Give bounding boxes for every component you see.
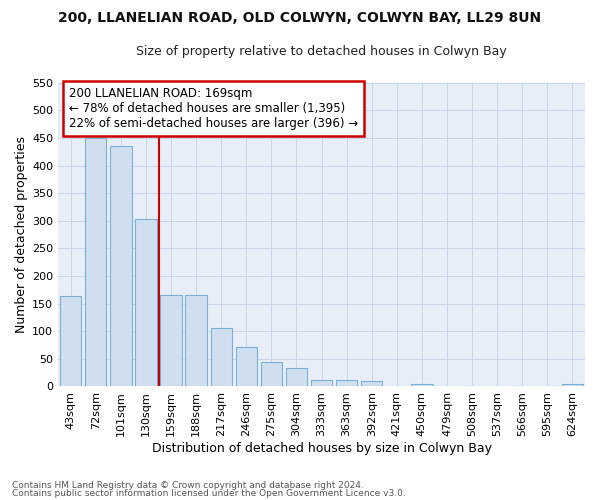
Bar: [261, 362, 282, 386]
Bar: [135, 219, 157, 386]
Bar: [110, 146, 131, 386]
Bar: [336, 380, 358, 386]
Text: Contains HM Land Registry data © Crown copyright and database right 2024.: Contains HM Land Registry data © Crown c…: [12, 481, 364, 490]
Bar: [236, 346, 257, 387]
Bar: [211, 328, 232, 386]
Bar: [411, 384, 433, 386]
Text: 200, LLANELIAN ROAD, OLD COLWYN, COLWYN BAY, LL29 8UN: 200, LLANELIAN ROAD, OLD COLWYN, COLWYN …: [58, 10, 542, 24]
Bar: [185, 296, 207, 386]
Y-axis label: Number of detached properties: Number of detached properties: [15, 136, 28, 333]
Bar: [286, 368, 307, 386]
Bar: [361, 382, 382, 386]
X-axis label: Distribution of detached houses by size in Colwyn Bay: Distribution of detached houses by size …: [152, 442, 491, 455]
Title: Size of property relative to detached houses in Colwyn Bay: Size of property relative to detached ho…: [136, 45, 507, 58]
Bar: [562, 384, 583, 386]
Bar: [85, 138, 106, 386]
Bar: [160, 296, 182, 386]
Bar: [60, 296, 82, 386]
Text: Contains public sector information licensed under the Open Government Licence v3: Contains public sector information licen…: [12, 488, 406, 498]
Text: 200 LLANELIAN ROAD: 169sqm
← 78% of detached houses are smaller (1,395)
22% of s: 200 LLANELIAN ROAD: 169sqm ← 78% of deta…: [68, 88, 358, 130]
Bar: [311, 380, 332, 386]
